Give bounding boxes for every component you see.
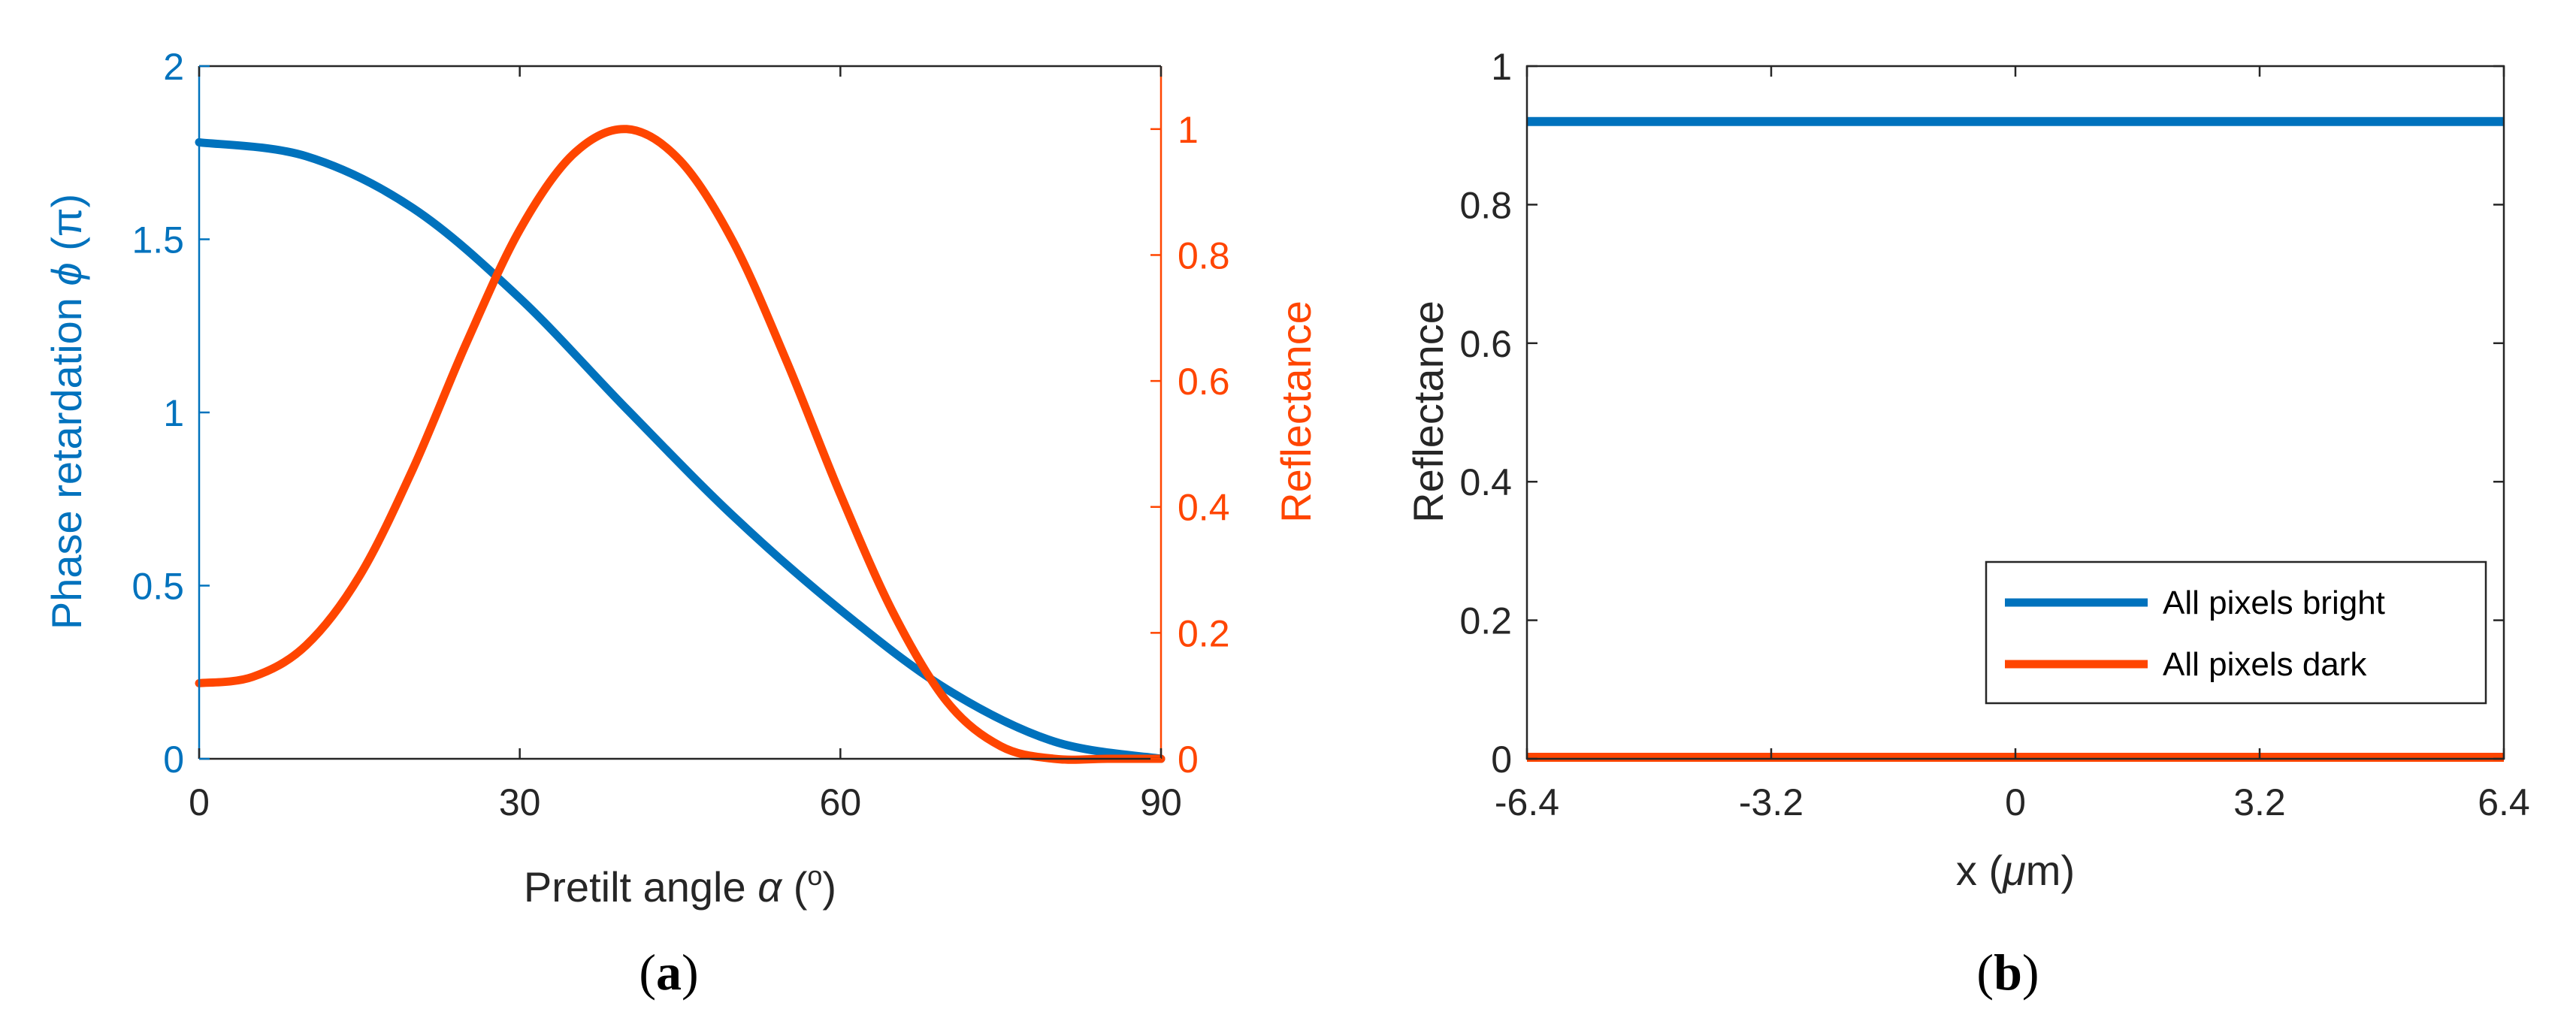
reflectance-curve bbox=[195, 125, 1166, 764]
panel-a-ytick-right-label: 1 bbox=[1178, 109, 1199, 151]
panel-b-ytick-label: 1 bbox=[1491, 46, 1512, 88]
panel-a-xlabel: Pretilt angle α (o) bbox=[524, 860, 836, 911]
panel-a-ytick-left-label: 1.5 bbox=[132, 219, 184, 261]
panel-a-xtick-label: 0 bbox=[189, 781, 210, 823]
panel-b-caption: (b) bbox=[1976, 944, 2039, 1001]
phase-retardation-line bbox=[195, 137, 1166, 763]
panel-b: -6.4 -3.2 0 3.2 6.4 0 0.2 0.4 0.6 0.8 1 Reflectan… bbox=[1404, 46, 2530, 1001]
legend-label-bright: All pixels bright bbox=[2163, 584, 2385, 621]
panel-a-xtick-label: 60 bbox=[820, 781, 862, 823]
panel-a-ylabel-left: Phase retardation ϕ (π) bbox=[43, 194, 90, 630]
panel-a-ytick-left-label: 0.5 bbox=[132, 566, 184, 608]
panel-a-xtick-label: 90 bbox=[1140, 781, 1182, 823]
panel-b-ytick-label: 0.6 bbox=[1459, 323, 1512, 365]
panel-b-xtick-label: -3.2 bbox=[1739, 781, 1804, 823]
panel-b-legend: All pixels bright All pixels dark bbox=[1985, 560, 2487, 705]
panel-b-ytick-label: 0.8 bbox=[1459, 184, 1512, 226]
panel-b-xtick-label: 3.2 bbox=[2233, 781, 2286, 823]
panel-b-ylabel: Reflectance bbox=[1404, 301, 1452, 523]
panel-b-xtick-label: 6.4 bbox=[2478, 781, 2530, 823]
panel-a-ytick-left-label: 2 bbox=[163, 46, 184, 88]
legend-box bbox=[1985, 560, 2487, 705]
panel-b-xlabel: x (μm) bbox=[1956, 847, 2075, 894]
panel-b-ytick-label: 0 bbox=[1491, 739, 1512, 781]
panel-b-xtick-label: -6.4 bbox=[1495, 781, 1559, 823]
panel-a-caption: (a) bbox=[639, 944, 698, 1001]
panel-a-ylabel-right: Reflectance bbox=[1272, 301, 1320, 523]
panel-b-ytick-label: 0.2 bbox=[1459, 600, 1512, 642]
panel-a-ytick-left-label: 0 bbox=[163, 739, 184, 781]
panel-a-ytick-right-label: 0.6 bbox=[1178, 361, 1230, 403]
panel-a-ytick-left-label: 1 bbox=[163, 392, 184, 434]
panel-a-ytick-right-label: 0.4 bbox=[1178, 487, 1230, 529]
panel-a-ytick-right-label: 0.2 bbox=[1178, 612, 1230, 654]
panel-b-xtick-label: 0 bbox=[2005, 781, 2026, 823]
panel-a-xtick-label: 30 bbox=[499, 781, 541, 823]
panel-b-ytick-label: 0.4 bbox=[1459, 461, 1512, 503]
panel-a-ytick-right-label: 0 bbox=[1178, 739, 1199, 781]
legend-label-dark: All pixels dark bbox=[2163, 646, 2367, 683]
panel-a: 0 30 60 90 0 0.5 1 1.5 2 0 0.2 0.4 0.6 0.8 1 Phase r… bbox=[43, 46, 1320, 1001]
panel-a-ytick-right-label: 0.8 bbox=[1178, 234, 1230, 276]
